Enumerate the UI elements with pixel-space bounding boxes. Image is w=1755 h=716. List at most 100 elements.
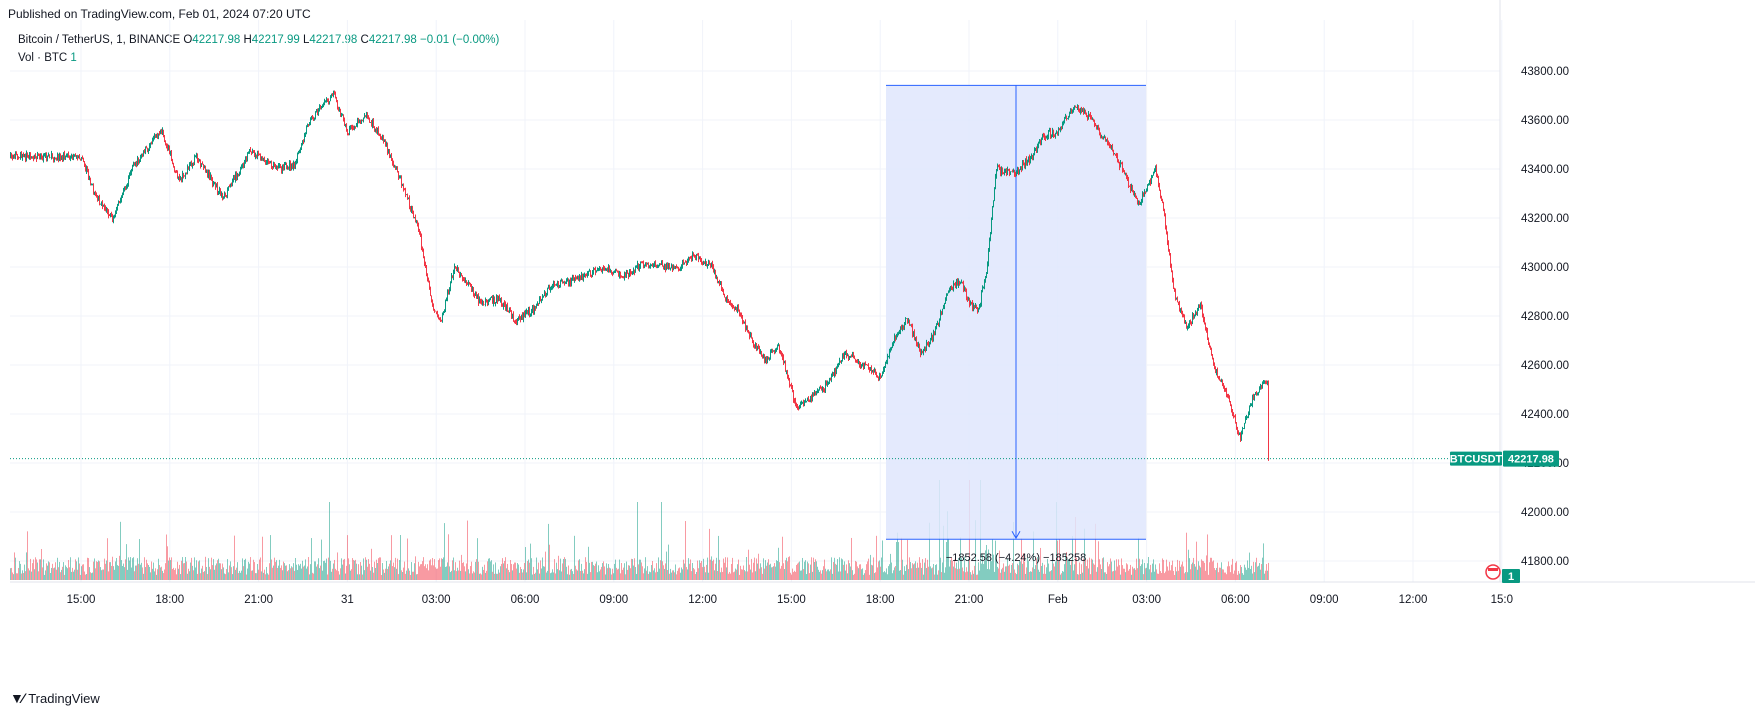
volume-bar xyxy=(612,568,613,580)
volume-bar xyxy=(699,560,700,580)
volume-bar xyxy=(919,557,920,580)
volume-bar xyxy=(220,563,221,580)
volume-bar xyxy=(482,566,483,580)
volume-bar xyxy=(131,567,132,580)
volume-label[interactable]: Vol · BTC xyxy=(18,52,68,64)
volume-bar xyxy=(557,569,558,580)
volume-bar xyxy=(347,535,348,580)
volume-bar xyxy=(111,565,112,580)
volume-bar xyxy=(994,571,995,580)
volume-bar xyxy=(527,561,528,580)
volume-bar xyxy=(1065,553,1066,580)
volume-bar xyxy=(415,556,416,580)
volume-bar xyxy=(1115,570,1116,580)
volume-bar xyxy=(1087,559,1088,580)
volume-bar xyxy=(441,558,442,580)
volume-bar xyxy=(518,564,519,580)
price-badge-text: 42217.98 xyxy=(1508,454,1554,466)
volume-bar xyxy=(966,567,967,580)
volume-bar xyxy=(31,571,32,580)
volume-bar xyxy=(666,551,667,580)
volume-bar xyxy=(746,557,747,580)
volume-bar xyxy=(1154,571,1155,580)
volume-bar xyxy=(1258,565,1259,580)
volume-bar xyxy=(751,558,752,580)
volume-bar xyxy=(269,563,270,580)
volume-bar xyxy=(754,557,755,580)
volume-bar xyxy=(768,559,769,580)
volume-bar xyxy=(993,554,994,580)
volume-bar xyxy=(115,561,116,580)
volume-bar xyxy=(1176,571,1177,580)
volume-bar xyxy=(984,561,985,580)
volume-bar xyxy=(864,573,865,580)
volume-bar xyxy=(875,572,876,580)
volume-bar xyxy=(659,568,660,580)
volume-bar xyxy=(942,562,943,580)
y-tick-label: 43400.00 xyxy=(1521,164,1569,176)
volume-bar xyxy=(146,559,147,580)
volume-bar xyxy=(1088,568,1089,580)
volume-bar xyxy=(590,572,591,580)
volume-bar xyxy=(923,574,924,580)
volume-bar xyxy=(1196,541,1197,580)
volume-bar xyxy=(312,572,313,580)
volume-bar xyxy=(764,568,765,580)
volume-bar xyxy=(384,572,385,580)
volume-bar xyxy=(485,572,486,580)
volume-bar xyxy=(322,570,323,580)
volume-badge-text: 1 xyxy=(1508,571,1514,583)
volume-bar xyxy=(556,562,557,580)
volume-bar xyxy=(982,554,983,580)
volume-bar xyxy=(920,562,921,580)
volume-bar xyxy=(29,570,30,580)
volume-bar xyxy=(814,562,815,580)
volume-bar xyxy=(30,558,31,580)
volume-bar xyxy=(104,558,105,580)
volume-bar xyxy=(315,561,316,580)
volume-bar xyxy=(1139,558,1140,580)
volume-bar xyxy=(725,557,726,580)
volume-bar xyxy=(356,563,357,580)
volume-bar xyxy=(181,560,182,580)
volume-bar xyxy=(1203,561,1204,580)
volume-bar xyxy=(277,567,278,580)
volume-bar xyxy=(81,566,82,580)
volume-bar xyxy=(345,573,346,580)
volume-bar xyxy=(1099,559,1100,580)
volume-bar xyxy=(1251,565,1252,580)
volume-bar xyxy=(417,574,418,580)
symbol-title[interactable]: Bitcoin / TetherUS, 1, BINANCE xyxy=(18,34,181,46)
volume-bar xyxy=(863,574,864,580)
footer-brand[interactable]: TradingView xyxy=(28,690,100,706)
volume-bar xyxy=(354,560,355,580)
volume-bar xyxy=(394,567,395,580)
volume-bar xyxy=(896,541,897,580)
volume-bar xyxy=(231,567,232,580)
volume-bar xyxy=(856,561,857,580)
volume-bar xyxy=(847,573,848,580)
volume-bar xyxy=(894,567,895,580)
volume-bar xyxy=(1253,561,1254,580)
tradingview-logo-icon[interactable]: ▼⁄ xyxy=(10,690,24,706)
volume-bar xyxy=(1012,563,1013,580)
volume-bar xyxy=(144,557,145,580)
volume-bar xyxy=(197,573,198,580)
volume-bar xyxy=(531,558,532,580)
x-tick-label: 09:00 xyxy=(599,594,628,606)
volume-bar xyxy=(951,557,952,580)
volume-bar xyxy=(996,559,997,580)
volume-bar xyxy=(359,574,360,580)
volume-bar xyxy=(25,571,26,580)
volume-bar xyxy=(1048,563,1049,580)
volume-bar xyxy=(530,543,531,580)
volume-bar xyxy=(213,559,214,580)
volume-bar xyxy=(910,562,911,580)
volume-bar xyxy=(759,568,760,580)
volume-bar xyxy=(1029,572,1030,580)
volume-bar xyxy=(1043,573,1044,580)
volume-bar xyxy=(654,568,655,580)
volume-bar xyxy=(502,558,503,580)
volume-bar xyxy=(962,567,963,580)
